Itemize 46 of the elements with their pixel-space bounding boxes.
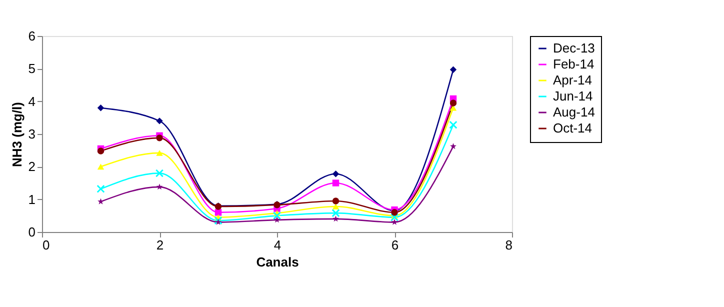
y-tick-label: 6: [28, 28, 36, 44]
point: [332, 198, 340, 204]
point: [274, 216, 280, 223]
point: [450, 66, 457, 73]
point: [450, 100, 457, 106]
point: [97, 164, 104, 170]
y-tick-label: 5: [28, 61, 36, 76]
point: [449, 120, 458, 129]
point: [390, 213, 399, 222]
x-tick-label: 6: [391, 238, 399, 252]
y-tick-label: 0: [28, 224, 36, 240]
legend-label: Jun-14: [553, 88, 593, 104]
point: [98, 198, 104, 204]
legend-label: Oct-14: [553, 120, 592, 136]
point: [332, 170, 340, 178]
point: [332, 204, 340, 210]
x-tick-label: 2: [156, 238, 164, 252]
point: [97, 148, 104, 154]
point: [156, 134, 163, 142]
point: [155, 169, 164, 178]
point: [156, 150, 163, 156]
x-tick-label: 0: [42, 238, 50, 252]
y-tick-label: 2: [28, 159, 36, 174]
x-tick-label: 4: [274, 238, 282, 252]
point: [332, 180, 340, 186]
point: [272, 212, 282, 220]
y-axis-title: NH3 (mg/l): [9, 102, 24, 167]
point: [332, 216, 339, 222]
y-tick-label: 4: [28, 94, 36, 109]
y-tick-label: 3: [28, 126, 36, 142]
point: [97, 104, 104, 112]
legend-label: Apr-14: [553, 72, 592, 88]
x-tick-label: 8: [505, 238, 512, 252]
y-tick-label: 1: [28, 192, 36, 207]
point: [156, 184, 163, 190]
point: [214, 216, 222, 225]
x-axis-title: Canals: [256, 254, 299, 270]
point: [156, 118, 163, 124]
legend-label: Aug-14: [553, 104, 595, 120]
point: [450, 143, 456, 150]
point: [332, 208, 340, 218]
legend-label: Feb-14: [553, 56, 594, 72]
point: [391, 218, 398, 225]
point: [96, 184, 105, 193]
legend-label: Dec-13: [553, 40, 595, 56]
point: [215, 218, 222, 225]
